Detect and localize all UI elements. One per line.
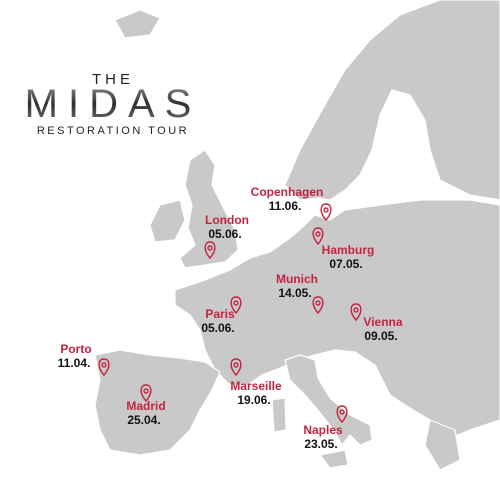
title-block: THE MIDAS RESTORATION TOUR: [25, 71, 202, 137]
city-name: Naples: [303, 423, 343, 437]
location-pin: [230, 358, 242, 377]
location-pin: [98, 358, 110, 377]
sardinia: [271, 397, 287, 433]
location-pin: [336, 405, 348, 424]
location-pin: [312, 296, 324, 315]
tour-date: 23.05.: [304, 437, 337, 451]
location-pin: [204, 241, 216, 260]
ireland: [149, 199, 186, 243]
title-line3: RESTORATION TOUR: [37, 125, 189, 137]
tour-stops: Copenhagen11.06.London05.06.Hamburg07.05…: [58, 185, 403, 451]
pin-dot: [143, 388, 149, 394]
location-pin: [230, 296, 242, 315]
pin-dot: [339, 409, 345, 415]
iceland: [114, 9, 161, 39]
location-pin: [140, 384, 152, 403]
greece: [424, 419, 461, 471]
location-pin: [312, 227, 324, 246]
tour-date: 07.05.: [329, 257, 362, 271]
city-name: Copenhagen: [251, 185, 324, 199]
pin-dot: [101, 362, 107, 368]
iberia: [94, 349, 221, 456]
pin-dot: [233, 362, 239, 368]
city-name: Paris: [205, 307, 235, 321]
city-name: Marseille: [230, 379, 282, 393]
pin-dot: [323, 207, 329, 213]
tour-date: 14.05.: [278, 286, 311, 300]
pin-dot: [353, 307, 359, 313]
pin-dot: [233, 300, 239, 306]
city-name: London: [205, 213, 249, 227]
tour-date: 19.06.: [237, 393, 270, 407]
city-name: Vienna: [363, 315, 402, 329]
italy: [284, 354, 373, 446]
sicily: [319, 449, 349, 469]
title-line2: MIDAS: [25, 82, 202, 126]
pin-dot: [315, 231, 321, 237]
map-land: [94, 0, 500, 471]
tour-date: 11.06.: [269, 199, 302, 213]
pin-dot: [207, 245, 213, 251]
tour-date: 05.06.: [208, 227, 241, 241]
pin-dot: [315, 300, 321, 306]
city-name: Munich: [276, 272, 318, 286]
tour-date: 11.04.: [58, 356, 91, 370]
tour-date: 05.06.: [201, 321, 234, 335]
city-name: Porto: [60, 342, 91, 356]
location-pin: [350, 303, 362, 322]
city-name: Hamburg: [322, 243, 375, 257]
title-line1: THE: [92, 71, 134, 88]
tour-date: 09.05.: [364, 329, 397, 343]
city-name: Madrid: [126, 399, 165, 413]
location-pin: [320, 203, 332, 222]
britain: [179, 149, 239, 269]
scandinavia: [284, 0, 500, 201]
tour-date: 25.04.: [127, 413, 160, 427]
